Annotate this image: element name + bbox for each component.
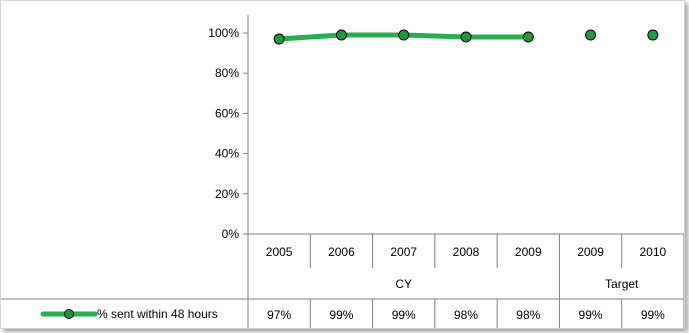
y-tick-label: 80%	[215, 66, 239, 80]
x-tick-label: 2005	[266, 245, 293, 259]
line-chart: 0%20%40%60%80%100% 2005 2006 2007 2008 2009 2…	[1, 15, 684, 328]
data-value-label: 98%	[516, 308, 540, 322]
data-value-label: 98%	[454, 308, 478, 322]
chart-axes: 0% 20% 40% 60% 80% 100%	[208, 15, 684, 241]
data-point	[522, 31, 534, 43]
data-point	[647, 29, 659, 41]
y-tick-label: 40%	[215, 147, 239, 161]
data-point	[335, 29, 347, 41]
data-value-label: 99%	[392, 308, 416, 322]
group-label: Target	[605, 277, 639, 291]
legend-marker	[64, 309, 74, 319]
data-point	[460, 31, 472, 43]
x-tick-label: 2010	[640, 245, 667, 259]
data-point	[398, 29, 410, 41]
x-tick-label: 2009	[577, 245, 604, 259]
y-tick-label: 20%	[215, 187, 239, 201]
legend-label: % sent within 48 hours	[97, 307, 218, 321]
group-label: CY	[395, 277, 412, 291]
data-value-label: 97%	[267, 308, 291, 322]
data-point	[585, 29, 597, 41]
data-point	[273, 33, 285, 45]
x-tick-label: 2009	[515, 245, 542, 259]
data-value-label: 99%	[579, 308, 603, 322]
y-tick-label: 60%	[215, 106, 239, 120]
plot-area	[273, 29, 659, 45]
legend: % sent within 48 hours	[40, 307, 218, 321]
data-table: 2005 2006 2007 2008 2009 2009 2010 CY Target 97% 9…	[1, 234, 684, 328]
x-tick-label: 2006	[328, 245, 355, 259]
x-tick-label: 2008	[453, 245, 480, 259]
data-value-label: 99%	[641, 308, 665, 322]
x-tick-label: 2007	[390, 245, 417, 259]
y-tick-label: 0%	[222, 227, 240, 241]
y-tick-label: 100%	[208, 26, 239, 40]
data-value-label: 99%	[329, 308, 353, 322]
